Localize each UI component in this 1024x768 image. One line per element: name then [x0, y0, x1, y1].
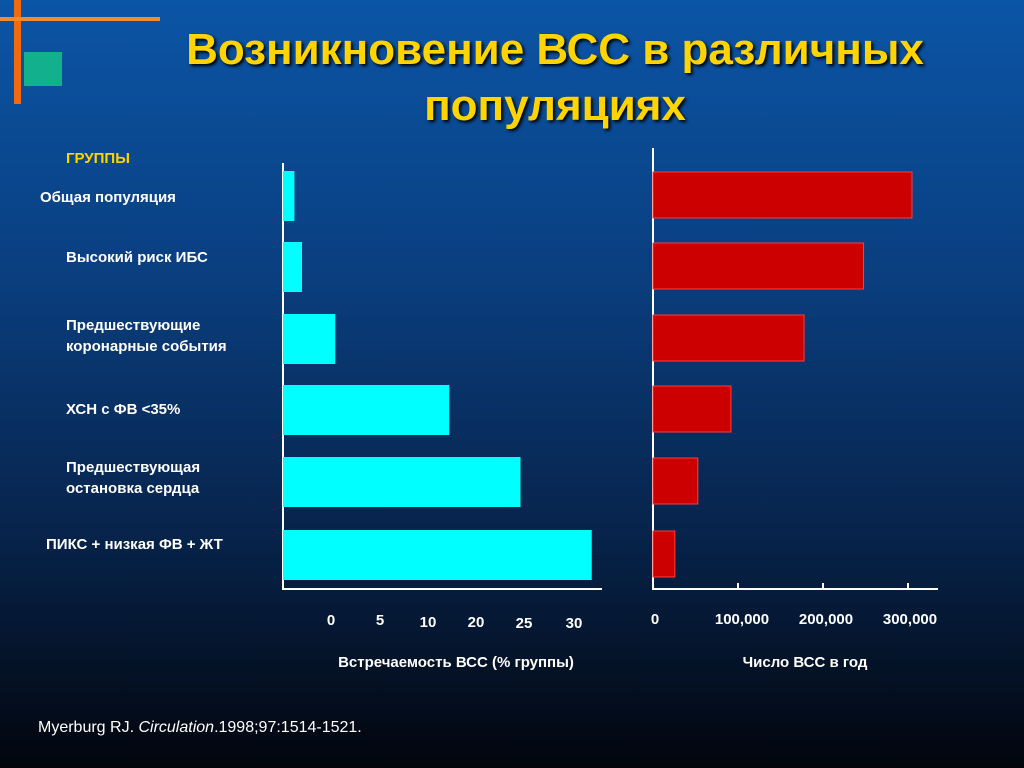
incidence-chart: 0 5 10 20 25 30: [282, 163, 602, 632]
events-bar-5: [652, 530, 676, 578]
slide-title: Возникновение ВСС в различных популяциях: [186, 25, 924, 130]
events-tick-2: 200,000: [799, 611, 853, 628]
citation-author: Myerburg RJ.: [38, 719, 139, 736]
groups-heading: ГРУППЫ: [66, 150, 130, 167]
events-tick-1: 100,000: [715, 611, 769, 628]
citation: Myerburg RJ. Circulation.1998;97:1514-15…: [38, 719, 362, 737]
events-bar-0: [652, 171, 913, 219]
category-label-prior-coronary: Предшествующие коронарные события: [66, 317, 227, 355]
right-axis-title: Число ВСС в год: [742, 654, 868, 671]
incidence-bar-4: [283, 457, 521, 507]
orange-vertical-accent: [14, 0, 21, 104]
incidence-tick-3: 20: [468, 614, 485, 631]
category-label-prior-arrest: Предшествующая остановка сердца: [66, 459, 201, 497]
events-chart: 0 100,000 200,000 300,000: [651, 148, 938, 628]
events-bar-1: [652, 242, 865, 290]
incidence-tick-0: 0: [327, 612, 335, 629]
incidence-bar-3: [283, 385, 450, 435]
incidence-bar-2: [283, 314, 336, 364]
incidence-bar-0: [283, 171, 295, 221]
events-bar-2: [652, 314, 805, 362]
incidence-tick-1: 5: [376, 612, 384, 629]
citation-journal: Circulation: [138, 719, 215, 736]
events-bar-4: [652, 457, 699, 505]
orange-horizontal-accent: [0, 17, 160, 21]
left-axis-title: Встречаемость ВСС (% группы): [338, 654, 574, 671]
teal-square-accent: [24, 52, 62, 86]
events-tick-3: 300,000: [883, 611, 937, 628]
category-label-general-population: Общая популяция: [40, 189, 176, 206]
citation-details: .1998;97:1514-1521.: [214, 719, 362, 736]
category-label-post-mi: ПИКС + низкая ФВ + ЖТ: [46, 536, 223, 553]
events-bar-3: [652, 385, 732, 433]
incidence-bar-5: [283, 530, 592, 580]
incidence-tick-4: 25: [516, 615, 533, 632]
incidence-tick-2: 10: [420, 614, 437, 631]
events-tick-0: 0: [651, 611, 659, 628]
category-label-chf: ХСН с ФВ <35%: [66, 401, 181, 418]
category-label-high-risk: Высокий риск ИБС: [66, 249, 208, 266]
incidence-tick-5: 30: [566, 615, 583, 632]
incidence-bar-1: [283, 242, 302, 292]
